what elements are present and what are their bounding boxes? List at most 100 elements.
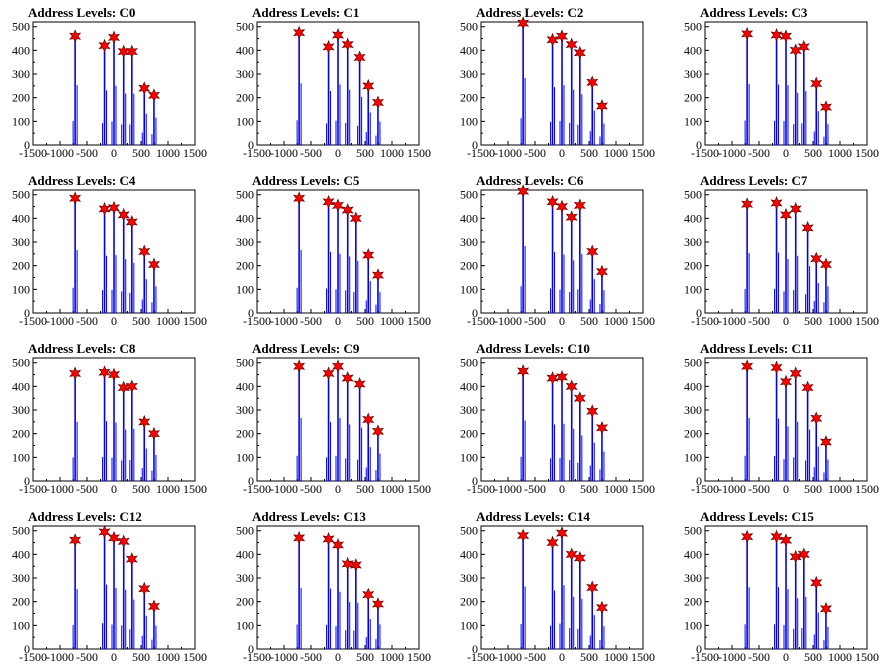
x-tick-label: 0 [559,314,565,328]
x-tick-label: -1500 [691,482,719,496]
peak-marker [349,211,362,226]
y-tick-label: 500 [460,524,478,538]
x-tick-label: -1000 [270,314,298,328]
y-tick-label: 100 [684,450,702,464]
peak-marker [98,524,111,539]
y-tick-label: 200 [236,91,254,105]
chart-svg: 0 100 200 300 400 500 -1500 -1000 -500 0 500 1000 15… [12,524,207,664]
chart-title: Address Levels: C11 [700,341,814,356]
peak-marker [341,37,354,52]
x-tick-label: 0 [335,482,341,496]
y-tick-label: 200 [12,427,30,441]
x-tick-label: 500 [132,146,150,160]
y-tick-label: 100 [236,618,254,632]
chart-panel: Address Levels: C9 0 100 200 300 400 500 -1500-… [224,336,448,504]
x-tick-label: 0 [559,146,565,160]
x-tick-label: 0 [335,314,341,328]
x-tick-label: 1000 [156,146,180,160]
x-tick-label: -1500 [691,314,719,328]
x-tick-label: 0 [559,482,565,496]
y-tick-label: 400 [236,379,254,393]
chart-title: Address Levels: C4 [28,173,136,188]
y-tick-label: 400 [460,43,478,57]
chart-panel: Address Levels: C0 0 100 200 300 400 500 -1500-… [0,0,224,168]
chart-panel: Address Levels: C1 0 100 200 300 400 500 -1500-… [224,0,448,168]
y-tick-label: 400 [236,211,254,225]
x-tick-label: 1500 [855,146,879,160]
x-tick-label: 1000 [604,650,628,664]
peak-marker [341,556,354,571]
peak-marker [98,201,111,216]
x-tick-label: 1000 [380,650,404,664]
x-tick-label: -1000 [46,650,74,664]
x-tick-label: -1500 [19,146,47,160]
peak-marker [341,371,354,386]
x-tick-label: -500 [748,146,770,160]
y-tick-label: 500 [684,524,702,538]
peak-marker [595,99,608,113]
x-tick-label: 500 [804,650,822,664]
peak-marker [789,366,802,381]
peak-marker [565,210,578,225]
chart-title: Address Levels: C6 [476,173,584,188]
peak-marker [779,533,793,548]
chart-title: Address Levels: C10 [476,341,590,356]
chart-panel: Address Levels: C13 0 100 200 300 400 500 -1500… [224,504,448,672]
chart-svg: 0 100 200 300 400 500 -1500 -1000 -500 0 500 1000 15… [460,524,655,664]
chart-panel: Address Levels: C12 0 100 200 300 400 500 -1500… [0,504,224,672]
peak-marker [371,268,384,283]
x-tick-label: -1500 [19,482,47,496]
x-tick-label: -500 [76,146,98,160]
x-tick-label: 500 [356,146,374,160]
x-tick-label: 1000 [380,482,404,496]
peak-marker [586,75,599,90]
peak-marker [98,38,111,53]
y-tick-label: 400 [684,379,702,393]
x-tick-label: 1000 [604,146,628,160]
y-tick-label: 500 [460,188,478,202]
peak-marker [353,377,366,391]
peak-marker [147,257,160,272]
peak-marker [117,534,130,549]
y-tick-label: 100 [236,282,254,296]
peak-marker [107,30,121,45]
x-tick-label: 0 [111,650,117,664]
y-tick-label: 0 [24,138,30,152]
peak-marker [565,37,578,52]
x-tick-label: -1000 [270,482,298,496]
peak-marker [125,214,138,229]
x-tick-label: 1000 [828,146,852,160]
x-tick-label: 500 [356,314,374,328]
y-tick-label: 300 [460,67,478,81]
chart-svg: 0 100 200 300 400 500 -1500 -1000 -500 0 500 1000 15… [684,356,879,496]
chart-title: Address Levels: C5 [252,173,360,188]
peak-marker [362,587,375,602]
x-tick-label: -500 [524,482,546,496]
x-tick-label: 1500 [407,314,431,328]
y-tick-label: 400 [460,547,478,561]
x-tick-label: -500 [300,146,322,160]
peak-marker [69,191,82,206]
chart-title: Address Levels: C3 [700,5,808,20]
peak-marker [293,530,306,545]
x-tick-label: -1500 [243,314,271,328]
chart-panel: Address Levels: C5 0 100 200 300 400 500 -1500-… [224,168,448,336]
chart-svg: 0 100 200 300 400 500 -1500 -1000 -500 0 500 1000 15… [236,524,431,664]
peak-marker [331,198,345,213]
peak-marker [362,78,375,93]
y-tick-label: 300 [684,67,702,81]
peak-marker [322,366,335,381]
chart-title: Address Levels: C8 [28,341,136,356]
x-tick-label: 1500 [631,482,655,496]
x-tick-label: 500 [580,146,598,160]
x-tick-label: 1500 [407,146,431,160]
chart-svg: 0 100 200 300 400 500 -1500 -1000 -500 0 500 1000 15… [460,184,655,328]
y-tick-label: 500 [684,20,702,34]
y-tick-label: 200 [236,595,254,609]
x-tick-label: 1500 [631,146,655,160]
y-tick-label: 0 [472,474,478,488]
chart-panel: Address Levels: C11 0 100 200 300 400 500 -1500… [672,336,896,504]
peak-marker [810,76,823,91]
x-tick-label: 0 [111,146,117,160]
chart-panel: Address Levels: C6 0 100 200 300 400 500 -1500-… [448,168,672,336]
